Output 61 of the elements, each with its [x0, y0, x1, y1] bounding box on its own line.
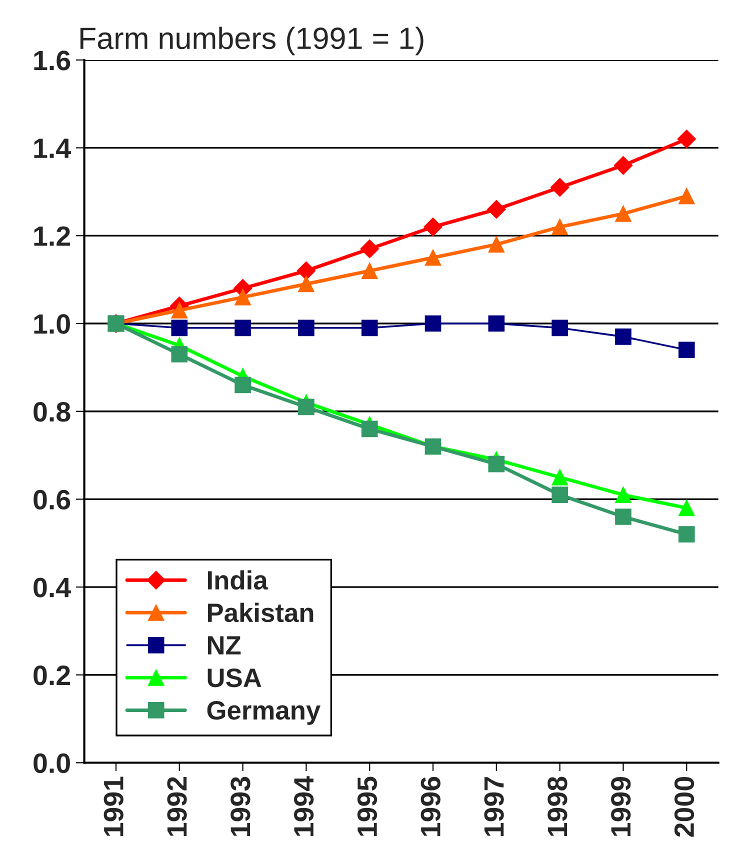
x-tick-label: 1996: [420, 776, 440, 836]
point: [552, 218, 568, 236]
point: [488, 236, 505, 253]
x-tick-label: 2000: [674, 777, 694, 837]
y-tick-label: 0.4: [34, 578, 71, 598]
point: [298, 276, 314, 292]
point: [550, 178, 570, 197]
point: [615, 328, 632, 345]
y-tick-label: 0.0: [34, 753, 70, 774]
y-tick-label: 1.4: [34, 138, 71, 158]
point: [424, 315, 442, 332]
x-tick-label: 1997: [484, 777, 504, 836]
point: [615, 486, 632, 503]
point: [615, 508, 632, 525]
point: [678, 500, 695, 516]
point: [552, 486, 568, 503]
y-tick-label: 1.2: [34, 226, 70, 246]
point: [678, 342, 695, 358]
point: [298, 398, 314, 416]
legend-label: Pakistan: [208, 602, 314, 622]
point: [677, 130, 696, 148]
x-tick-label: 1991: [104, 776, 124, 836]
y-tick-label: 0.6: [34, 490, 70, 510]
legend-label: Germany: [207, 701, 320, 725]
point: [234, 320, 251, 336]
y-tick-label: 0.8: [34, 402, 70, 422]
point: [424, 218, 442, 236]
point: [615, 206, 632, 222]
legend-label: USA: [208, 668, 262, 688]
point: [488, 456, 505, 472]
legend-label: NZ: [208, 636, 241, 654]
point: [487, 200, 506, 219]
legend-label: India: [208, 570, 268, 590]
point: [678, 526, 695, 542]
x-tick-label: 1993: [230, 776, 250, 836]
x-tick-label: 1998: [548, 776, 568, 836]
point: [361, 320, 378, 336]
point: [234, 376, 251, 394]
point: [614, 156, 633, 175]
point: [360, 239, 379, 258]
point: [296, 261, 316, 280]
point: [171, 320, 188, 336]
point: [424, 249, 442, 266]
point: [234, 289, 251, 306]
chart-title: Farm numbers (1991 = 1): [80, 26, 424, 56]
point: [552, 469, 568, 486]
y-tick-label: 0.2: [34, 666, 70, 686]
x-tick-label: 1999: [611, 776, 631, 836]
point: [361, 420, 378, 438]
point: [488, 315, 505, 332]
point: [552, 320, 568, 336]
point: [171, 346, 188, 362]
y-tick-label: 1.6: [34, 50, 70, 70]
x-tick-label: 1992: [167, 777, 187, 836]
point: [678, 188, 695, 204]
point: [298, 320, 314, 336]
point: [171, 302, 188, 318]
x-tick-label: 1995: [357, 776, 378, 836]
point: [361, 262, 378, 279]
x-tick-label: 1994: [294, 776, 314, 836]
y-tick-label: 1.0: [34, 314, 70, 334]
